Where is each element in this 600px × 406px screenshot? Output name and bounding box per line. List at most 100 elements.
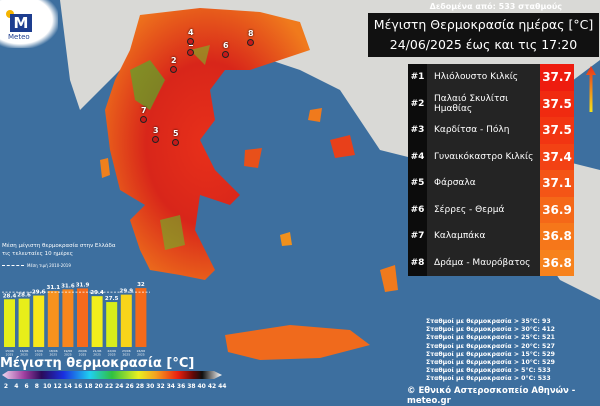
ranking-row: #2 Παλαιό Σκυλίτσι Ημαθίας 37.5 — [408, 90, 574, 117]
temperature-value: 37.4 — [540, 143, 574, 170]
bar — [4, 299, 15, 347]
temperature-value: 36.8 — [540, 249, 574, 276]
colorbar-tick: 8 — [34, 383, 39, 390]
bar-value-label: 27.5 — [105, 296, 119, 302]
page-title: Μέγιστη Θερμοκρασία ημέρας [°C] — [373, 17, 594, 32]
station-marker[interactable] — [187, 49, 194, 56]
colorbar-tick: 18 — [84, 383, 93, 390]
bar-value-label: 28.6 — [17, 293, 31, 299]
bar — [18, 298, 30, 347]
stat-line: Σταθμοί με θερμοκρασία > 15°C: 529 — [426, 350, 555, 358]
colorbar-tick: 42 — [207, 383, 217, 390]
rank: #5 — [408, 170, 427, 197]
station-marker-label: 3 — [153, 126, 159, 135]
up-arrow-icon — [586, 66, 596, 112]
stat-line: Σταθμοί με θερμοκρασία > 25°C: 521 — [426, 334, 555, 342]
ranking-row: #4 Γυναικόκαστρο Κιλκίς 37.4 — [408, 143, 574, 170]
colorbar-tick: 32 — [156, 383, 165, 390]
temperature-value: 36.9 — [540, 196, 574, 223]
stat-line: Σταθμοί με θερμοκρασία > 35°C: 93 — [426, 318, 551, 325]
category-label: 23/06 2025 — [122, 349, 131, 356]
bar — [62, 289, 74, 347]
station-name: Καρδίτσα - Πόλη — [427, 117, 540, 144]
ranking-row: #8 Δράμα - Μαυρόβατος 36.8 — [408, 249, 574, 276]
colorbar-tick: 24 — [115, 383, 124, 390]
colorbar-tick: 14 — [63, 383, 72, 390]
rank: #4 — [408, 143, 427, 170]
station-marker-label: 6 — [223, 41, 229, 50]
header-box: Μέγιστη Θερμοκρασία ημέρας [°C] 24/06/20… — [368, 13, 599, 57]
category-label: 18/06 2025 — [49, 349, 58, 356]
ranking-row: #3 Καρδίτσα - Πόλη 37.5 — [408, 117, 574, 144]
station-marker[interactable] — [152, 136, 159, 143]
ranking-row: #6 Σέρρες - Θερμά 36.9 — [408, 196, 574, 223]
ranking-row: #7 Καλαμπάκα 36.8 — [408, 223, 574, 250]
station-marker[interactable] — [172, 139, 179, 146]
station-marker-label: 7 — [141, 106, 147, 115]
stat-line: Σταθμοί με θερμοκρασία > 5°C: 533 — [426, 367, 551, 375]
bar — [33, 295, 45, 347]
colorbar-tick: 28 — [135, 383, 145, 390]
colorbar-tick: 22 — [104, 383, 114, 390]
station-name: Παλαιό Σκυλίτσι Ημαθίας — [427, 90, 540, 117]
colorbar-tick: 4 — [14, 383, 19, 390]
meteo-logo: M Meteo — [0, 0, 58, 48]
rank: #3 — [408, 117, 427, 144]
category-label: 17/06 2025 — [34, 349, 43, 356]
colorbar — [2, 371, 222, 379]
bar-value-label: 31.6 — [61, 283, 75, 289]
colorbar-tick: 38 — [187, 383, 196, 390]
chart-title-line2: τις τελευταίες 10 ημέρες — [2, 251, 73, 257]
reference-line-label: Μέση τιμή 2010-2019 — [27, 263, 71, 268]
date-subtitle: 24/06/2025 έως και τις 17:20 — [389, 37, 578, 52]
ranking-row: #5 Φάρσαλα 37.1 — [408, 170, 574, 197]
station-name: Σέρρες - Θερμά — [427, 196, 540, 223]
stat-line: Σταθμοί με θερμοκρασία > 30°C: 412 — [426, 326, 555, 334]
colorbar-tick: 26 — [125, 383, 134, 390]
bar — [47, 290, 59, 347]
station-marker[interactable] — [222, 51, 229, 58]
station-marker[interactable] — [140, 116, 147, 123]
crete — [225, 325, 370, 360]
station-marker[interactable] — [187, 38, 194, 45]
station-marker-label: 2 — [171, 56, 177, 65]
station-name: Γυναικόκαστρο Κιλκίς — [427, 143, 540, 170]
bar-value-label: 29.4 — [90, 290, 104, 296]
bar — [120, 294, 132, 347]
category-label: 22/06 2025 — [107, 349, 116, 356]
rank: #8 — [408, 249, 427, 276]
category-label: 24/06 2025 — [137, 349, 146, 356]
bar-value-label: 28.4 — [3, 293, 17, 299]
source-note: Δεδομένα από: 533 σταθμούς — [429, 2, 562, 11]
ranking-row: #1 Ηλιόλουστο Κιλκίς 37.7 — [408, 64, 574, 91]
station-marker[interactable] — [247, 39, 254, 46]
category-label: 16/06 2025 — [20, 349, 29, 356]
station-marker-label: 5 — [173, 129, 179, 138]
rank: #7 — [408, 223, 427, 250]
station-stats: Σταθμοί με θερμοκρασία > 35°C: 93 Σταθμοί… — [426, 318, 555, 384]
temperature-value: 36.8 — [540, 223, 574, 250]
colorbar-tick: 34 — [166, 383, 175, 390]
colorbar-tick: 10 — [43, 383, 52, 390]
station-name: Φάρσαλα — [427, 170, 540, 197]
station-name: Ηλιόλουστο Κιλκίς — [427, 64, 540, 91]
category-label: 20/06 2025 — [78, 349, 87, 356]
station-marker[interactable] — [170, 66, 177, 73]
station-name: Καλαμπάκα — [427, 223, 540, 250]
stat-line: Σταθμοί με θερμοκρασία > 20°C: 527 — [426, 342, 555, 350]
bar — [106, 302, 118, 347]
chart-legend: Μέση τιμή 2010-2019 — [2, 263, 71, 268]
bar-value-label: 29.9 — [120, 289, 134, 295]
colorbar-tick: 40 — [197, 383, 206, 390]
chart-title-line1: Μέση μέγιστη θερμοκρασία στην Ελλάδα — [2, 243, 116, 249]
copyright: © Εθνικό Αστεροσκοπείο Αθηνών - meteo.gr — [407, 386, 576, 406]
category-label: 19/06 2025 — [64, 349, 73, 356]
temperature-value: 37.7 — [540, 64, 574, 91]
colorbar-tick: 6 — [24, 383, 29, 390]
station-name: Δράμα - Μαυρόβατος — [427, 249, 540, 276]
colorbar-tick: 30 — [146, 383, 155, 390]
category-label: 21/06 2025 — [93, 349, 102, 356]
bar — [77, 288, 88, 347]
colorbar-tick: 12 — [53, 383, 62, 390]
station-marker-label: 8 — [248, 29, 254, 38]
